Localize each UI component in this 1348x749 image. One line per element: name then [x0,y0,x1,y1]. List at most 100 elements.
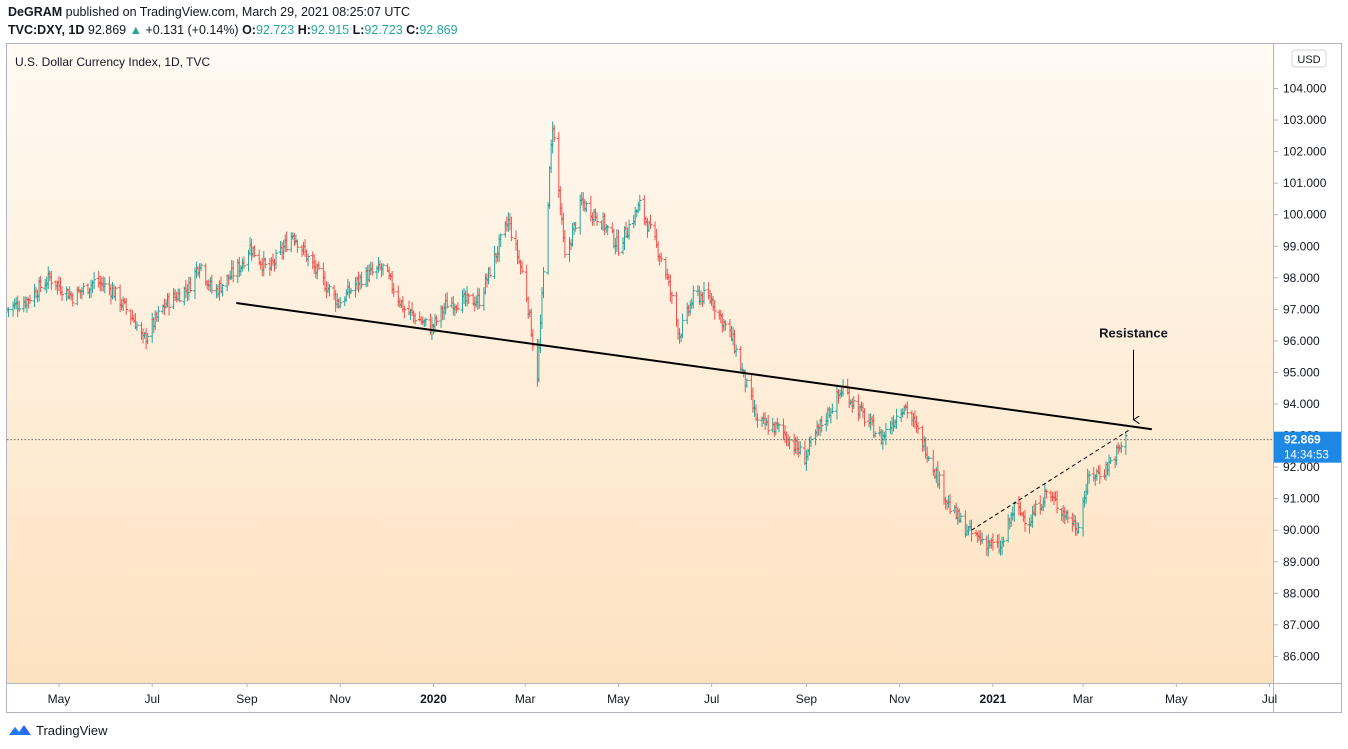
ohlc-bar [370,262,375,276]
ohlc-bar [167,292,172,316]
ohlc-bar [958,512,963,523]
ohlc-bar [659,252,664,263]
last-price-label: 92.869 [1284,433,1321,447]
y-tick-label: 97.000 [1283,302,1320,316]
ohlc-bar [70,292,75,307]
ohlc-bar [712,300,717,320]
ohlc-bar [124,297,129,315]
ohlc-bar [402,305,407,319]
ohlc-bar [627,219,632,240]
ohlc-bar [776,422,781,433]
chart-title: U.S. Dollar Currency Index, 1D, TVC [15,55,211,69]
ohlc-bar [488,266,493,278]
y-tick-label: 99.000 [1283,239,1320,253]
tradingview-logo-icon[interactable] [8,722,32,738]
close-value: 92.869 [419,23,458,37]
y-tick-label: 96.000 [1283,334,1320,348]
ohlc-bar [862,408,867,427]
ohlc-bar [252,245,257,258]
y-tick-label: 92.000 [1283,460,1320,474]
ohlc-bar [530,329,535,351]
ohlc-bar [509,216,514,242]
brand-name[interactable]: TradingView [36,722,108,738]
ohlc-bar [798,441,803,455]
ohlc-bar [156,305,161,323]
ohlc-bar [873,431,878,438]
price-chart[interactable]: Resistance 104.000103.000102.000101.0001… [7,44,1342,713]
ohlc-bar [188,276,193,293]
y-tick-label: 101.000 [1283,176,1327,190]
rising-support-line[interactable] [971,428,1131,531]
ohlc-bar [145,332,150,345]
symbol-info: TVC:DXY, 1D 92.869 ▲ +0.131 (+0.14%) O: 9… [8,23,458,37]
y-tick-label: 94.000 [1283,397,1320,411]
resistance-line[interactable] [236,302,1152,431]
ohlc-bar [498,233,503,247]
y-tick-label: 91.000 [1283,492,1320,506]
ohlc-bar [284,231,289,252]
ohlc-bar [445,292,450,309]
ohlc-bar [92,271,97,289]
low-label: L: [352,23,365,37]
time-axis[interactable]: May Jul Sep Nov 2020 Mar May Jul Sep Nov 2021 Mar Ma… [48,683,1278,706]
x-tick-label: May [48,692,71,706]
ohlc-bar [552,124,557,142]
y-tick-label: 90.000 [1283,523,1320,537]
ohlc-bar [1033,499,1038,517]
price-change: +0.131 (+0.14%) [145,23,239,37]
author-name[interactable]: DeGRAM [8,5,63,19]
ohlc-bar [1108,456,1113,464]
y-tick-label: 87.000 [1283,618,1320,632]
ohlc-bar [413,312,418,325]
ohlc-bar [60,286,65,302]
x-tick-label: Nov [889,692,910,706]
ohlc-bar [423,317,428,327]
ohlc-bar [241,256,246,270]
symbol-label: TVC:DXY, 1D [8,23,85,37]
chart-panel[interactable]: Resistance 104.000 103.000 102.000 101.000 1… [6,43,1342,713]
x-tick-label: Jul [1262,692,1277,706]
last-price: 92.869 [87,23,127,37]
currency-button[interactable]: USD [1291,49,1327,68]
open-label: O: [242,23,256,37]
x-tick-label: Jul [704,692,719,706]
ohlc-bar [669,291,674,304]
y-tick-label: 89.000 [1283,555,1320,569]
ohlc-bar [915,422,920,434]
price-axis[interactable]: 104.000 103.000 102.000 101.000 100.000 99.00… [7,82,1342,664]
ohlc-bar [327,284,332,297]
high-label: H: [297,23,311,37]
ohlc-bar [1087,470,1092,484]
ohlc-bar [231,260,236,283]
y-tick-label: 100.000 [1283,208,1327,222]
x-tick-label: Nov [330,692,351,706]
ohlc-bar [316,261,321,271]
resistance-annotation[interactable]: Resistance [1099,326,1168,341]
ohlc-bar [263,257,268,269]
ohlc-bar [209,274,214,294]
ohlc-bar [948,494,953,515]
countdown-label: 14:34:53 [1284,450,1329,462]
ohlc-bar [595,212,600,226]
x-tick-label: Sep [236,692,258,706]
ohlc-bar [1119,441,1124,454]
ohlc-bar [584,201,589,213]
y-tick-label: 102.000 [1283,145,1327,159]
ohlc-bar [1044,488,1049,499]
publish-info: DeGRAM published on TradingView.com, Mar… [8,5,410,19]
y-tick-label: 104.000 [1283,82,1327,96]
change-up-icon: ▲ [129,23,142,37]
ohlc-bar [338,297,343,309]
ohlc-bar [830,403,835,414]
trendlines[interactable]: Resistance [236,302,1168,531]
ohlc-bar [1001,536,1006,547]
ohlc-bar [220,283,225,297]
ohlc-bar [274,249,279,269]
ohlc-bar [391,283,396,297]
ohlc-bar [434,315,439,326]
ohlc-bar [969,519,974,542]
x-tick-label: May [1165,692,1188,706]
ohlc-bar [637,194,642,211]
ohlc-bar [723,320,728,331]
ohlc-bar [648,215,653,229]
